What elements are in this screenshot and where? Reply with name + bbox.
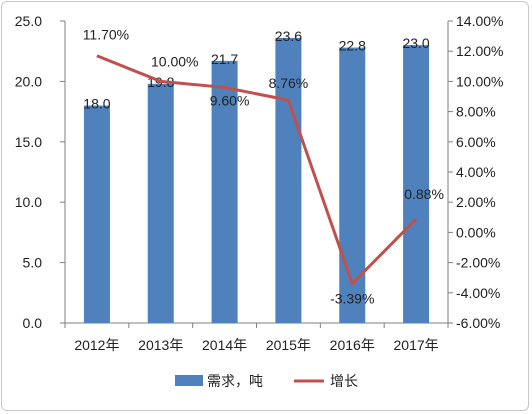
x-tick-label: 2012年 [74,337,119,353]
right-tick-label: 10.00% [456,73,503,89]
left-tick-label: 10.0 [15,194,42,210]
growth-value-label: -3.39% [330,291,374,307]
right-tick-label: -6.00% [456,315,500,331]
legend-label-growth: 增长 [330,374,358,390]
growth-value-label: 8.76% [269,75,309,91]
x-tick-label: 2015年 [266,337,311,353]
left-tick-label: 15.0 [15,134,42,150]
right-tick-label: 4.00% [456,164,496,180]
left-tick-label: 0.0 [23,315,43,331]
bar [403,45,430,323]
growth-value-label: 11.70% [83,27,129,43]
left-tick-label: 25.0 [15,13,42,29]
legend: 需求，吨 增长 [175,374,358,390]
right-tick-label: 12.00% [456,43,503,59]
bars [83,37,430,324]
x-tick-label: 2013年 [138,337,183,353]
growth-line-group [96,54,418,286]
right-tick-label: 0.00% [456,224,496,240]
right-tick-label: -2.00% [456,255,500,271]
bar-labels: 18.019.821.723.622.8 23.0 [83,28,430,112]
right-tick-label: 8.00% [456,104,496,120]
right-tick-label: 2.00% [456,194,496,210]
bar [147,83,174,323]
left-tick-label: 5.0 [23,255,43,271]
bar-value-label: 18.0 [83,96,110,112]
x-tick-label: 2016年 [330,337,375,353]
bar [83,105,110,323]
axes: 0.0 5.0 10.0 15.0 20.0 25.0 -6.00% -4.00% -2.00%… [15,13,504,353]
legend-label-demand: 需求，吨 [207,374,263,390]
growth-labels: 11.70% 10.00% 9.60% 8.76% -3.39% 0.88% [83,27,444,307]
right-tick-label: 6.00% [456,134,496,150]
right-tick-label: -4.00% [456,285,500,301]
bar-value-label: 22.8 [339,38,366,54]
bar [339,47,366,324]
x-tick-label: 2017年 [394,337,439,353]
bar-value-label: 23.6 [275,28,302,44]
growth-value-label: 0.88% [404,186,444,202]
growth-value-label: 9.60% [210,92,250,108]
x-tick-label: 2014年 [202,337,247,353]
bar-value-label: 21.7 [211,51,238,67]
bar-value-label: 23.0 [402,35,429,51]
right-tick-label: 14.00% [456,13,503,29]
growth-value-label: 10.00% [151,53,198,69]
bar [275,37,302,324]
bar [211,60,238,323]
left-tick-label: 20.0 [15,73,42,89]
legend-swatch-demand [175,375,203,386]
growth-line [96,54,418,286]
